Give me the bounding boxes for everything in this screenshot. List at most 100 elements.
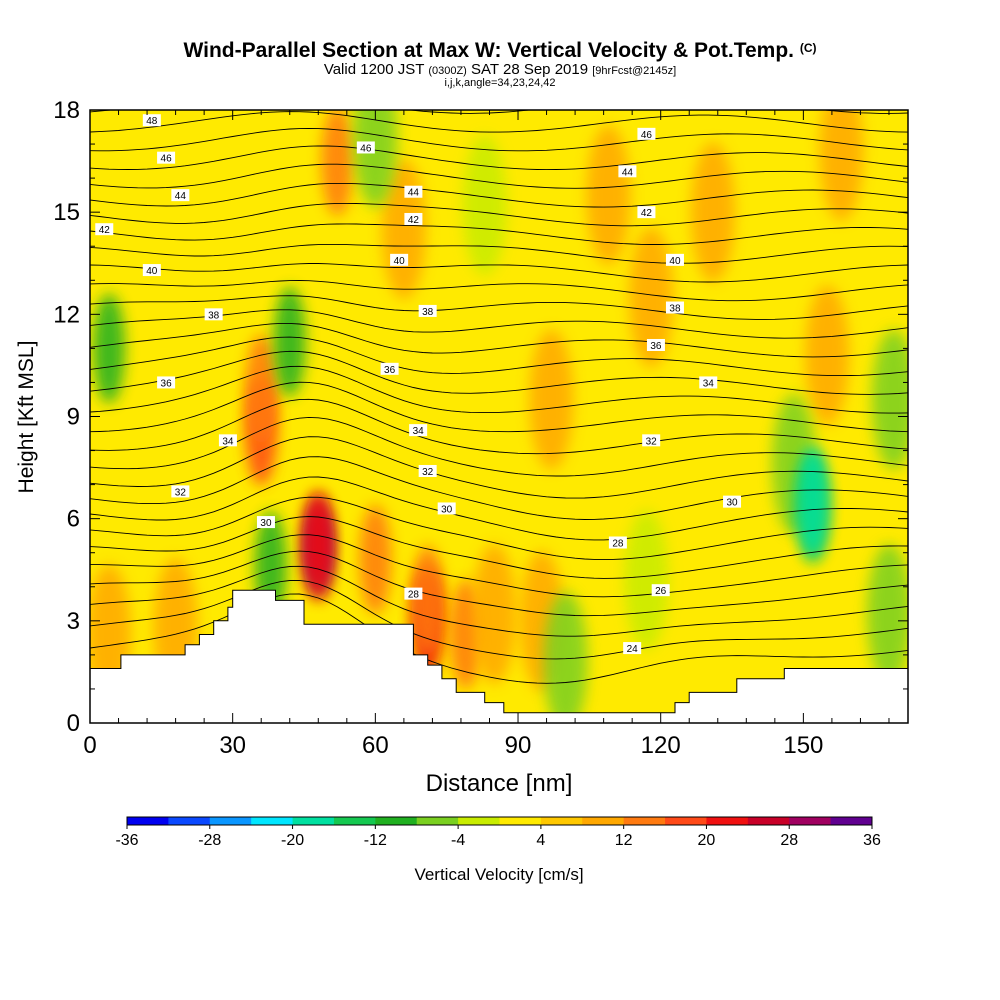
theta-contour [90,365,908,414]
theta-contour [90,496,908,561]
contour-label-text: 36 [161,378,173,389]
velocity-cell [93,293,126,404]
velocity-cell [624,509,669,650]
contour-label: 28 [608,536,627,550]
x-tick-label: 60 [362,732,389,759]
colorbar-tick-label: 20 [698,832,716,849]
theta-contour [90,111,908,133]
contour-label-box [618,165,637,178]
chart-title: Wind-Parallel Section at Max W: Vertical… [183,39,817,62]
velocity-cell [796,446,829,557]
contour-label-box [380,362,399,375]
velocity-cell [529,329,574,470]
velocity-cell [245,334,278,445]
contour-label: 30 [256,516,275,529]
colorbar-tick-label: 36 [863,832,881,849]
contour-label-text: 46 [161,154,173,165]
velocity-cell [273,286,306,397]
contour-label: 42 [404,212,423,226]
contour-label: 46 [157,151,176,165]
theta-contour [90,223,908,245]
contour-label-text: 42 [641,208,653,219]
theta-contour [90,182,908,208]
contour-label-box [218,434,237,447]
y-tick-label: 18 [53,97,80,124]
theta-contour [90,516,908,579]
x-axis-label: Distance [nm] [426,770,573,797]
theta-contour [90,295,908,320]
colorbar-tick-label: 28 [780,832,798,849]
y-tick-label: 6 [67,506,80,533]
terrain-profile [89,589,909,724]
x-tick-label: 30 [219,732,246,759]
colorbar-segment [458,817,500,825]
theta-contour [90,322,908,358]
colorbar-segment [830,817,873,825]
theta-contour [90,456,908,520]
theta-contour [90,309,908,339]
colorbar-tick-label: 12 [615,832,633,849]
theta-contour [90,110,908,114]
contour-label-text: 40 [394,256,406,267]
contour-label-box [157,376,176,389]
theta-contour [90,350,908,395]
contour-label-text: 24 [627,644,639,655]
contour-label-text: 34 [413,426,425,437]
y-tick-label: 0 [67,710,80,737]
theta-contour [90,145,908,171]
theta-contour [90,280,908,302]
contour-label-box [637,206,656,219]
contour-label-box [390,253,409,266]
colorbar-segment [127,817,169,825]
colorbar-segment [582,817,625,825]
contour-label: 40 [390,253,409,267]
contour-label-box [409,424,428,437]
colorbar-segment [209,817,252,825]
contour-label-box [437,502,456,515]
contour-label-text: 30 [441,504,453,515]
colorbar-segment [333,817,376,825]
contour-label-text: 28 [408,590,420,601]
contour-label: 32 [418,464,437,478]
colorbar-segment [665,817,707,825]
contour-label-box [418,464,437,477]
contour-label-box [171,485,190,498]
contour-label: 38 [418,304,437,318]
contour-label-text: 46 [360,143,372,154]
contour-label-box [723,495,742,508]
x-tick-label: 150 [783,732,823,759]
contour-label-box [646,338,665,351]
contour-label: 26 [651,584,670,597]
contour-labels: 48 46 44 42 40 38 36 34 32 30 46 44 42 40 38 36 34 32 30 28… [95,114,742,655]
contour-label: 28 [404,587,423,601]
colorbar-segment [416,817,459,825]
contour-label-text: 40 [669,256,681,267]
colorbar-segment [747,817,790,825]
x-tick-label: 90 [505,732,532,759]
contour-label: 34 [409,424,428,437]
theta-contour [90,163,908,189]
contour-label-text: 40 [146,266,158,277]
contour-label-text: 48 [146,116,158,127]
contour-label-text: 44 [622,167,634,178]
contour-label-text: 30 [726,498,738,509]
contour-label-text: 34 [222,436,234,447]
contour-label-text: 42 [408,215,420,226]
contour-label-box [204,308,223,321]
contour-label: 36 [157,376,176,389]
y-tick-label: 15 [53,199,80,226]
velocity-cell [819,110,864,221]
contour-label: 36 [646,338,665,352]
contour-label-text: 46 [641,130,653,141]
contour-label-box [142,264,161,277]
velocity-cell [353,110,398,208]
contour-label: 34 [699,376,718,389]
colorbar-label: Vertical Velocity [cm/s] [414,865,583,884]
contour-label: 44 [618,165,637,178]
contour-label: 40 [142,264,161,277]
theta-contour [90,381,908,433]
y-tick-label: 3 [67,608,80,635]
colorbar-segment [706,817,749,825]
